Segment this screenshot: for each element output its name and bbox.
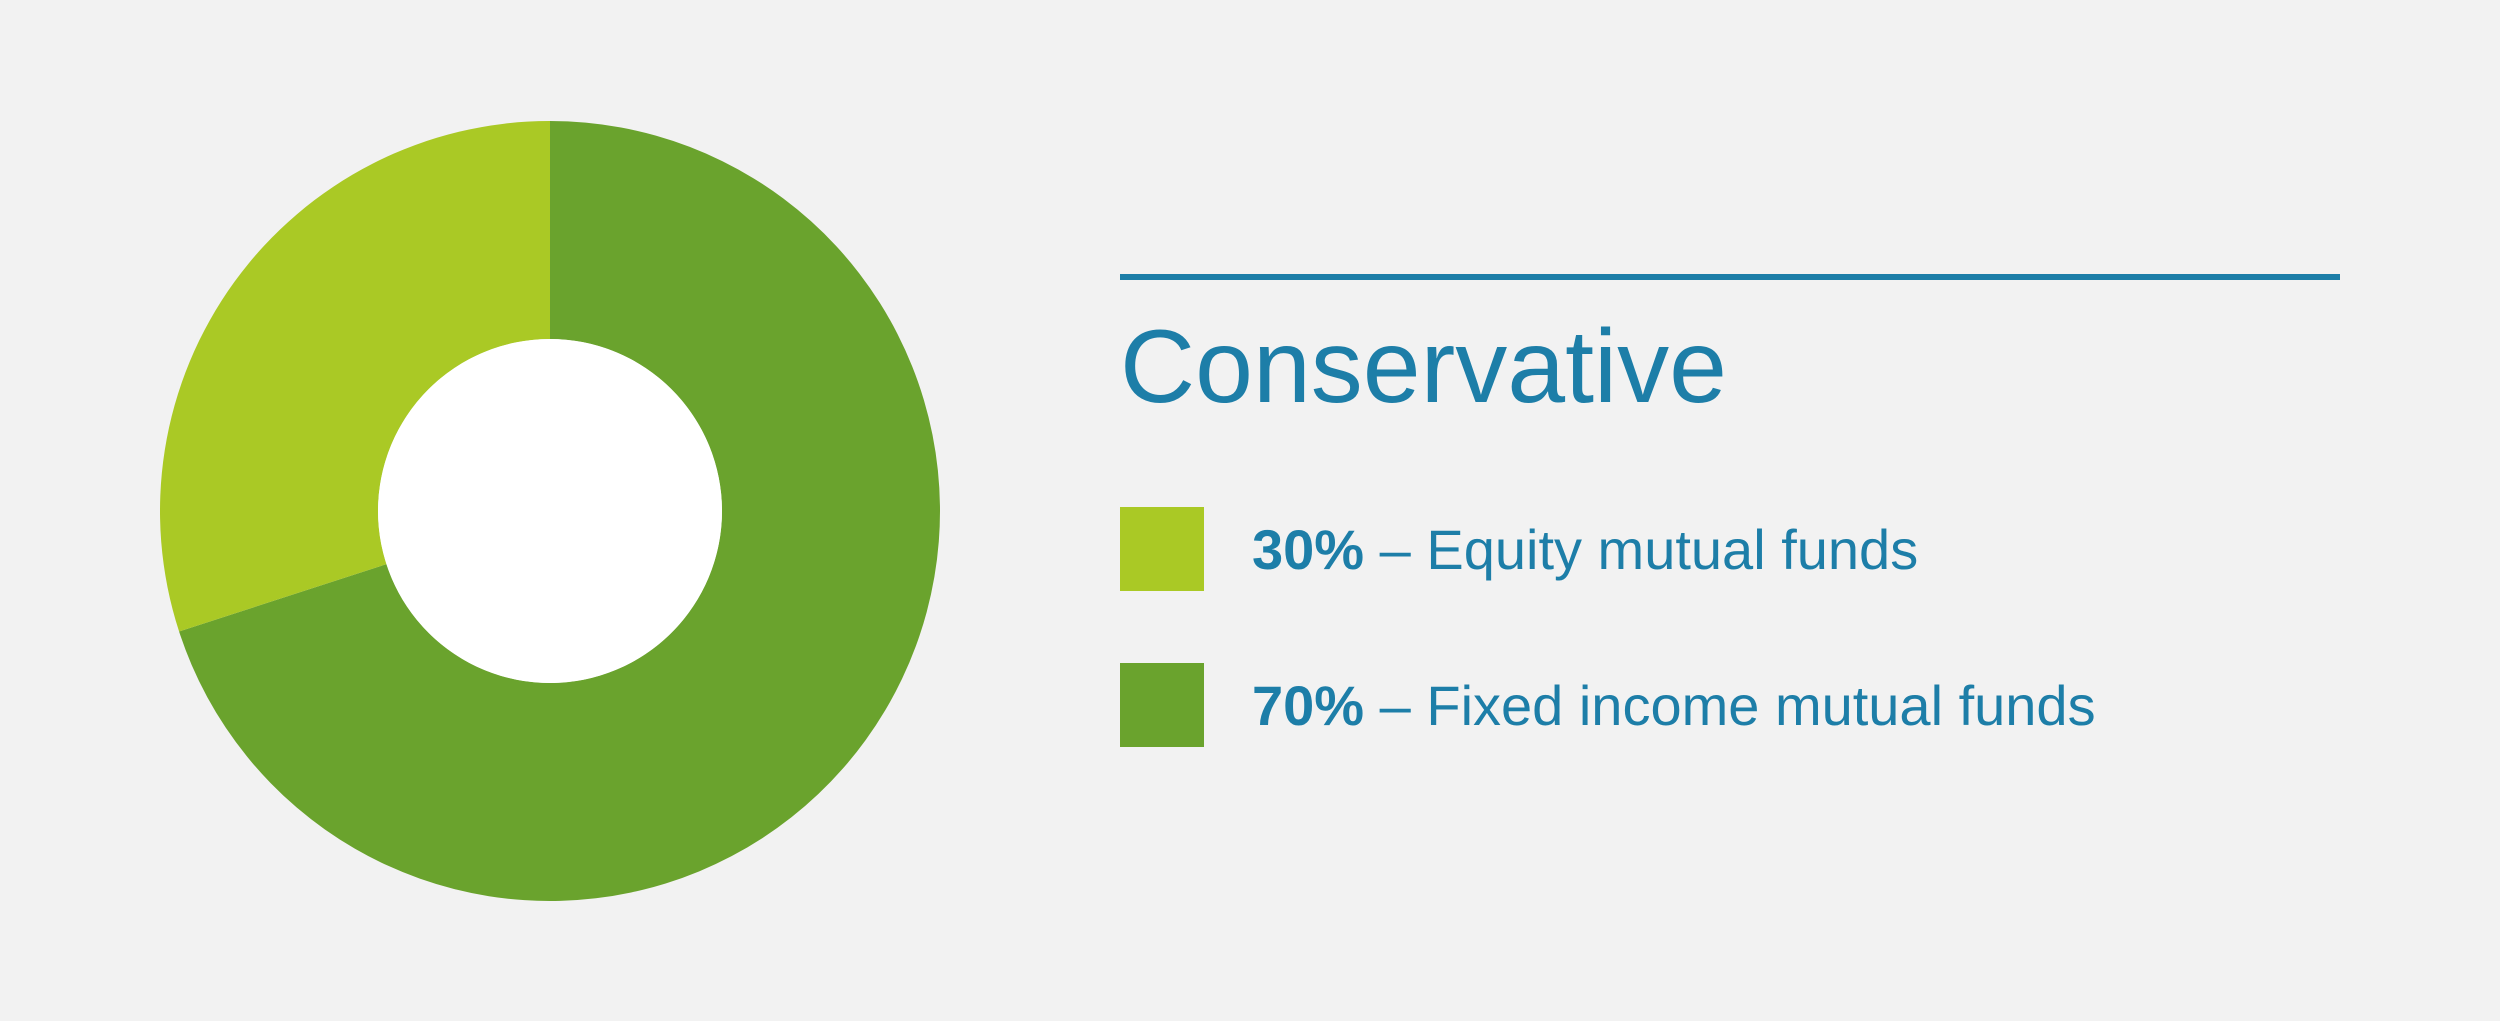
legend-swatch [1120, 507, 1204, 591]
donut-chart-area [0, 0, 1100, 1021]
legend-item: 30% – Equity mutual funds [1120, 507, 2340, 591]
info-panel: Conservative 30% – Equity mutual funds 70… [1100, 274, 2500, 747]
legend-label: 30% – Equity mutual funds [1252, 517, 1918, 582]
legend-swatch [1120, 663, 1204, 747]
legend: 30% – Equity mutual funds 70% – Fixed inc… [1120, 507, 2340, 747]
allocation-infographic: Conservative 30% – Equity mutual funds 70… [0, 0, 2500, 1021]
legend-label: 70% – Fixed income mutual funds [1252, 673, 2096, 738]
donut-center [378, 339, 722, 683]
donut-chart [160, 121, 940, 901]
legend-percent: 30% [1252, 518, 1364, 581]
allocation-title: Conservative [1120, 308, 2340, 427]
legend-item: 70% – Fixed income mutual funds [1120, 663, 2340, 747]
title-rule [1120, 274, 2340, 280]
legend-percent: 70% [1252, 674, 1364, 737]
